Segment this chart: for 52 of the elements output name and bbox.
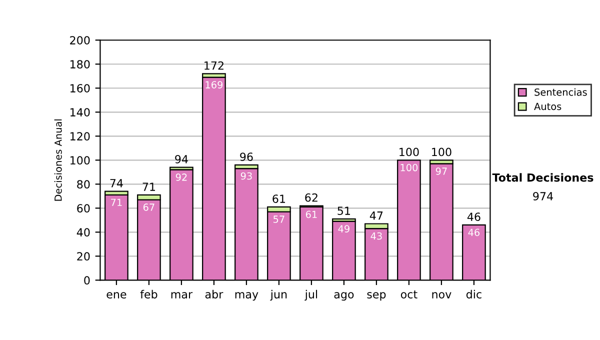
total-label: 100: [400, 148, 419, 156]
y-tick-label: 20: [77, 252, 90, 261]
total-label: 71: [142, 182, 155, 191]
x-tick-label: mar: [171, 292, 193, 298]
x-tick-label: jul: [304, 290, 318, 301]
x-tick-label: sep: [367, 292, 386, 301]
data-label: 67: [143, 204, 154, 211]
x-tick-label: ago: [334, 292, 354, 301]
y-tick-label: 80: [77, 180, 90, 189]
data-label: 49: [338, 225, 350, 232]
data-label: 169: [206, 81, 223, 88]
data-label: 71: [111, 198, 122, 206]
total-label: 96: [240, 152, 253, 161]
y-tick-label: 100: [70, 156, 90, 165]
data-label: 46: [468, 228, 480, 236]
y-tick-label: 180: [70, 60, 90, 69]
total-label: 74: [110, 179, 123, 188]
x-tick-label: ene: [106, 292, 126, 298]
x-tick-label: oct: [400, 290, 418, 298]
y-tick-label: 40: [76, 228, 90, 237]
data-label: 61: [306, 210, 317, 218]
data-label: 100: [400, 164, 418, 172]
y-tick-label: 140: [70, 108, 90, 117]
x-tick-label: may: [235, 292, 258, 301]
x-tick-label: abr: [205, 290, 224, 298]
x-tick-label: dic: [466, 290, 482, 298]
text: 974: [533, 192, 553, 200]
y-axis-title: Decisiones Anual: [54, 119, 62, 201]
y-tick-label: 60: [77, 204, 90, 213]
legend-label: Sentencias: [534, 88, 587, 96]
text: Total Decisiones: [492, 173, 594, 182]
data-label: 57: [274, 216, 284, 223]
data-label: 43: [370, 232, 382, 240]
x-tick-label: jun: [270, 290, 287, 301]
x-tick-label: feb: [140, 290, 158, 298]
total-label: 94: [175, 154, 188, 164]
x-tick-label: nov: [432, 292, 452, 298]
total-label: 46: [467, 212, 480, 221]
total-label: 47: [370, 212, 383, 220]
total-label: 61: [272, 194, 285, 203]
legend-label: Autos: [534, 102, 562, 110]
data-label: 93: [240, 172, 252, 180]
y-tick-label: 120: [70, 132, 90, 141]
y-tick-label: 200: [70, 36, 90, 44]
data-label: 92: [176, 174, 187, 181]
total-label: 100: [432, 148, 452, 156]
total-label: 62: [305, 193, 318, 202]
y-tick-label: 0: [84, 276, 90, 285]
total-label: 172: [204, 61, 224, 70]
total-label: 51: [338, 206, 350, 215]
data-label: 97: [436, 168, 447, 175]
y-tick-label: 160: [70, 84, 90, 93]
